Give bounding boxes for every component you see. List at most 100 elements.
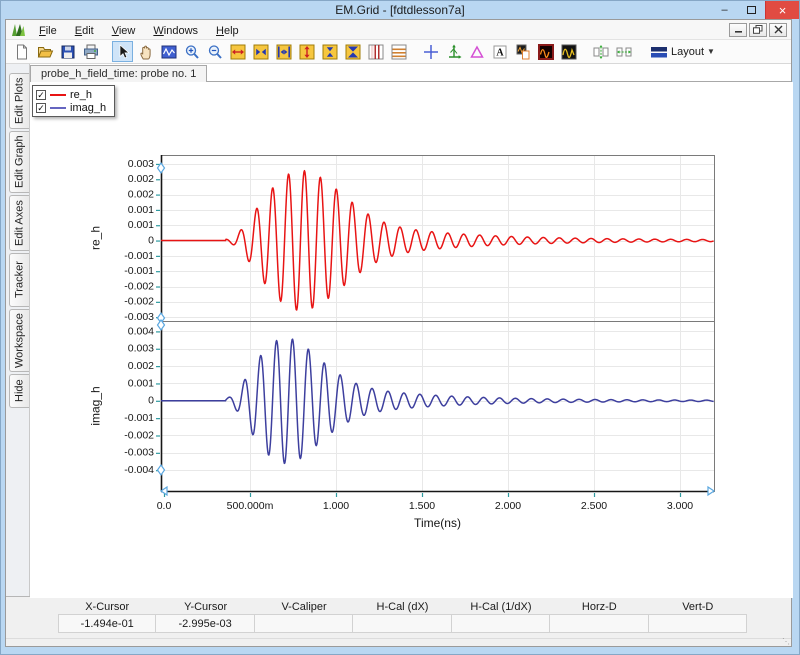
- menu-windows[interactable]: Windows: [144, 23, 207, 39]
- tracker-axes-icon: [445, 43, 463, 61]
- status-value-horz-d: [550, 614, 648, 633]
- crosshair-cursor-button[interactable]: [420, 41, 441, 62]
- split-rows-button[interactable]: [388, 41, 409, 62]
- menu-edit[interactable]: Edit: [66, 23, 103, 39]
- svg-text:A: A: [496, 47, 504, 58]
- plot-window-button[interactable]: [158, 41, 179, 62]
- h-expand-axis-button[interactable]: [227, 41, 248, 62]
- mdi-close-button[interactable]: [769, 23, 787, 37]
- status-header-y-cursor: Y-Cursor: [156, 600, 254, 614]
- tracker-axes-button[interactable]: [443, 41, 464, 62]
- v-zoom-axis-icon: [321, 43, 339, 61]
- equal-vertical-spacing-icon: [592, 43, 610, 61]
- sidebar-tab-edit-axes[interactable]: Edit Axes: [9, 195, 29, 251]
- toolbar: A Layout▼: [6, 40, 791, 64]
- layout-label: Layout: [671, 46, 704, 58]
- status-value-x-cursor: -1.494e-01: [58, 614, 156, 633]
- status-header-h-cal-dx-: H-Cal (dX): [353, 600, 451, 614]
- resize-grip-icon[interactable]: ⋱: [780, 638, 790, 646]
- maximize-button[interactable]: [738, 1, 765, 19]
- chevron-down-icon: ▼: [707, 47, 715, 56]
- caliper-icon: [468, 43, 486, 61]
- h-zoom-axis-button[interactable]: [250, 41, 271, 62]
- open-file-button[interactable]: [34, 41, 55, 62]
- status-header-h-cal-1-dx-: H-Cal (1/dX): [452, 600, 550, 614]
- menu-help[interactable]: Help: [207, 23, 248, 39]
- split-columns-button[interactable]: [365, 41, 386, 62]
- menu-view[interactable]: View: [103, 23, 145, 39]
- mdi-restore-button[interactable]: [749, 23, 767, 37]
- close-button[interactable]: ×: [765, 1, 799, 19]
- status-header-x-cursor: X-Cursor: [58, 600, 156, 614]
- zoom-in-icon: [183, 43, 201, 61]
- zoom-in-button[interactable]: [181, 41, 202, 62]
- cursor-readout-values: -1.494e-01-2.995e-03: [58, 614, 747, 633]
- zoom-out-icon: [206, 43, 224, 61]
- toolbar-separator: [580, 41, 589, 62]
- status-header-v-caliper: V-Caliper: [255, 600, 353, 614]
- window-title: EM.Grid - [fdtdlesson7a]: [1, 3, 799, 17]
- open-file-icon: [36, 43, 54, 61]
- layout-icon: [650, 43, 668, 61]
- new-document-icon: [13, 43, 31, 61]
- copy-graph-button[interactable]: [512, 41, 533, 62]
- menu-file[interactable]: File: [30, 23, 66, 39]
- document-tab[interactable]: probe_h_field_time: probe no. 1: [30, 65, 207, 82]
- legend-checkbox-re_h[interactable]: ✓: [36, 90, 46, 100]
- titlebar[interactable]: EM.Grid - [fdtdlesson7a] – ×: [1, 1, 799, 19]
- plot-canvas[interactable]: [30, 82, 793, 598]
- sidebar-tab-workspace[interactable]: Workspace: [9, 309, 29, 372]
- toolbar-separator: [410, 41, 419, 62]
- mdi-minimize-button[interactable]: [729, 23, 747, 37]
- save-file-button[interactable]: [57, 41, 78, 62]
- status-header-vert-d: Vert-D: [649, 600, 747, 614]
- text-annotation-button[interactable]: A: [489, 41, 510, 62]
- plot-window-icon: [160, 43, 178, 61]
- sidebar-tab-tracker[interactable]: Tracker: [9, 253, 29, 307]
- legend-line-sample: [50, 107, 66, 109]
- select-cursor-button[interactable]: [112, 41, 133, 62]
- v-expand-axis-button[interactable]: [296, 41, 317, 62]
- equal-horizontal-spacing-button[interactable]: [613, 41, 634, 62]
- v-fit-axis-button[interactable]: [342, 41, 363, 62]
- content-area: Edit PlotsEdit GraphEdit AxesTrackerWork…: [6, 64, 791, 596]
- h-expand-axis-icon: [229, 43, 247, 61]
- graph-style-dark-icon: [560, 43, 578, 61]
- legend-label: imag_h: [70, 102, 106, 114]
- toolbar-separator: [102, 41, 111, 62]
- pan-hand-icon: [137, 43, 155, 61]
- equal-vertical-spacing-button[interactable]: [590, 41, 611, 62]
- caption-buttons: – ×: [711, 1, 799, 19]
- text-annotation-icon: A: [491, 43, 509, 61]
- status-header-horz-d: Horz-D: [550, 600, 648, 614]
- legend-checkbox-imag_h[interactable]: ✓: [36, 103, 46, 113]
- new-document-button[interactable]: [11, 41, 32, 62]
- split-rows-icon: [390, 43, 408, 61]
- h-fit-axis-icon: [275, 43, 293, 61]
- layout-menu-button[interactable]: Layout▼: [646, 41, 719, 63]
- v-fit-axis-icon: [344, 43, 362, 61]
- client-area: FileEditViewWindowsHelp A Layout▼ Edit Pl…: [5, 19, 792, 647]
- graph-style-dark-button[interactable]: [558, 41, 579, 62]
- sidebar-tab-edit-graph[interactable]: Edit Graph: [9, 131, 29, 193]
- print-button[interactable]: [80, 41, 101, 62]
- sidebar-tab-hide[interactable]: Hide: [9, 374, 29, 408]
- graph-style-dark-red-button[interactable]: [535, 41, 556, 62]
- status-value-y-cursor: -2.995e-03: [156, 614, 254, 633]
- document-tabbar: probe_h_field_time: probe no. 1: [30, 64, 791, 82]
- split-columns-icon: [367, 43, 385, 61]
- menubar: FileEditViewWindowsHelp: [6, 20, 791, 40]
- app-logo-icon: [10, 23, 26, 37]
- caliper-button[interactable]: [466, 41, 487, 62]
- zoom-out-button[interactable]: [204, 41, 225, 62]
- sidebar-tab-edit-plots[interactable]: Edit Plots: [9, 73, 29, 129]
- v-zoom-axis-button[interactable]: [319, 41, 340, 62]
- sidebar: Edit PlotsEdit GraphEdit AxesTrackerWork…: [6, 64, 30, 596]
- status-value-h-cal-1-dx-: [452, 614, 550, 633]
- toolbar-separator: [635, 41, 644, 62]
- minimize-button[interactable]: –: [711, 1, 738, 19]
- h-fit-axis-button[interactable]: [273, 41, 294, 62]
- graph-area: ✓re_h✓imag_h: [30, 82, 791, 596]
- pan-hand-button[interactable]: [135, 41, 156, 62]
- select-cursor-icon: [114, 43, 132, 61]
